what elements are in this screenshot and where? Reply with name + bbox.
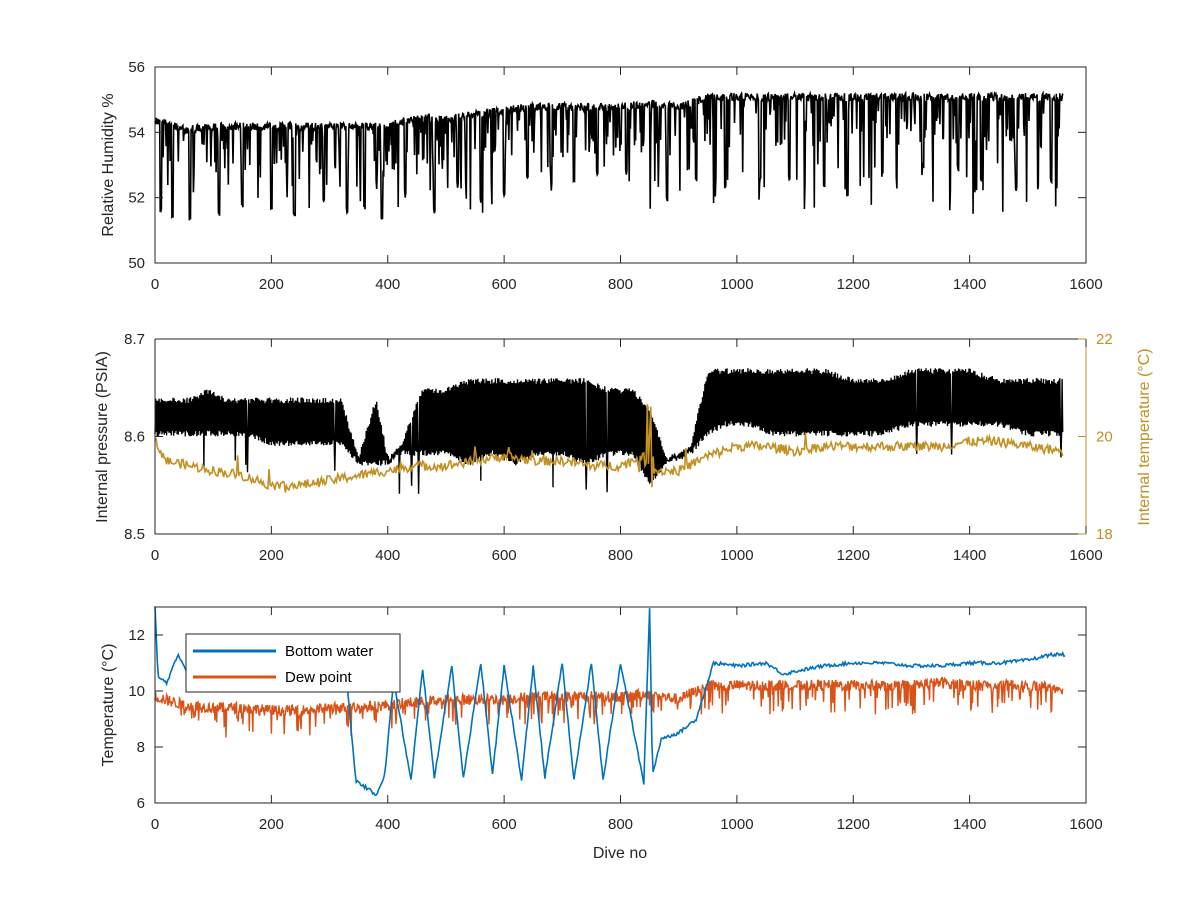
temperature-panel: 0 200 400 600 800 1000 1200 1400 1600 6 8 10 12 Tem… bbox=[100, 606, 1103, 862]
humidity-plot-area bbox=[154, 90, 1064, 221]
y-tick-label: 8.7 bbox=[124, 331, 145, 348]
y-tick-label: 10 bbox=[128, 683, 145, 700]
legend-label-dew-point: Dew point bbox=[285, 669, 353, 686]
x-tick-label: 1000 bbox=[720, 276, 753, 293]
pressure-series-line bbox=[154, 368, 1064, 494]
y-right-tick-label: 18 bbox=[1096, 526, 1113, 543]
y-tick-label: 52 bbox=[128, 190, 145, 207]
x-tick-label: 0 bbox=[151, 816, 159, 833]
x-tick-label: 1600 bbox=[1069, 547, 1102, 564]
x-tick-label: 0 bbox=[151, 547, 159, 564]
humidity-panel: 0 200 400 600 800 1000 1200 1400 1600 50 52 54 56 R… bbox=[100, 59, 1103, 293]
x-tick-label: 1600 bbox=[1069, 276, 1102, 293]
x-tick-label: 400 bbox=[375, 816, 400, 833]
y-tick-label: 12 bbox=[128, 627, 145, 644]
y-tick-label: 8.6 bbox=[124, 429, 145, 446]
temperature-right-axis-label: Internal temperature (°C) bbox=[1136, 348, 1153, 525]
x-tick-label: 600 bbox=[492, 816, 517, 833]
x-tick-label: 600 bbox=[492, 276, 517, 293]
x-tick-label: 0 bbox=[151, 276, 159, 293]
temperature-y-axis-label: Temperature (°C) bbox=[100, 644, 117, 767]
x-tick-label: 1400 bbox=[953, 816, 986, 833]
x-tick-label: 400 bbox=[375, 276, 400, 293]
x-tick-label: 200 bbox=[259, 547, 284, 564]
y-tick-label: 50 bbox=[128, 255, 145, 272]
y-tick-label: 8.5 bbox=[124, 526, 145, 543]
legend-box bbox=[185, 633, 401, 693]
temperature-right-ticks: 18 20 22 bbox=[1078, 331, 1113, 543]
humidity-x-ticks: 0 200 400 600 800 1000 1200 1400 1600 bbox=[151, 67, 1103, 293]
x-tick-label: 200 bbox=[259, 276, 284, 293]
y-tick-label: 8 bbox=[137, 739, 145, 756]
dew-point-series-line bbox=[154, 676, 1064, 738]
x-tick-label: 1200 bbox=[837, 276, 870, 293]
x-tick-label: 600 bbox=[492, 547, 517, 564]
x-tick-label: 800 bbox=[608, 816, 633, 833]
y-tick-label: 54 bbox=[128, 124, 145, 141]
humidity-y-ticks: 50 52 54 56 bbox=[128, 59, 1086, 272]
humidity-series-line bbox=[154, 90, 1064, 221]
y-tick-label: 56 bbox=[128, 59, 145, 76]
x-axis-label: Dive no bbox=[593, 845, 647, 862]
x-tick-label: 800 bbox=[608, 276, 633, 293]
x-tick-label: 1400 bbox=[953, 547, 986, 564]
legend: Bottom water Dew point bbox=[185, 633, 401, 693]
temperature-x-ticks: 0 200 400 600 800 1000 1200 1400 1600 bbox=[151, 607, 1103, 833]
y-right-tick-label: 20 bbox=[1096, 429, 1113, 446]
pressure-x-ticks: 0 200 400 600 800 1000 1200 1400 1600 bbox=[151, 339, 1103, 564]
x-tick-label: 200 bbox=[259, 816, 284, 833]
pressure-panel: 0 200 400 600 800 1000 1200 1400 1600 8.58.68.7 … bbox=[94, 331, 1153, 564]
x-tick-label: 400 bbox=[375, 547, 400, 564]
y-right-tick-label: 22 bbox=[1096, 331, 1113, 348]
y-tick-label: 6 bbox=[137, 795, 145, 812]
internal-temperature-series-line bbox=[154, 404, 1064, 493]
pressure-y-axis-label: Internal pressure (PSIA) bbox=[94, 351, 111, 523]
x-tick-label: 1600 bbox=[1069, 816, 1102, 833]
humidity-y-axis-label: Relative Humidity % bbox=[100, 93, 117, 236]
pressure-plot-area bbox=[154, 368, 1064, 494]
legend-label-bottom-water: Bottom water bbox=[285, 643, 373, 660]
x-tick-label: 1000 bbox=[720, 547, 753, 564]
x-tick-label: 800 bbox=[608, 547, 633, 564]
x-tick-label: 1400 bbox=[953, 276, 986, 293]
x-tick-label: 1200 bbox=[837, 547, 870, 564]
temperature-y-ticks: 6 8 10 12 bbox=[128, 627, 1086, 812]
x-tick-label: 1200 bbox=[837, 816, 870, 833]
x-tick-label: 1000 bbox=[720, 816, 753, 833]
